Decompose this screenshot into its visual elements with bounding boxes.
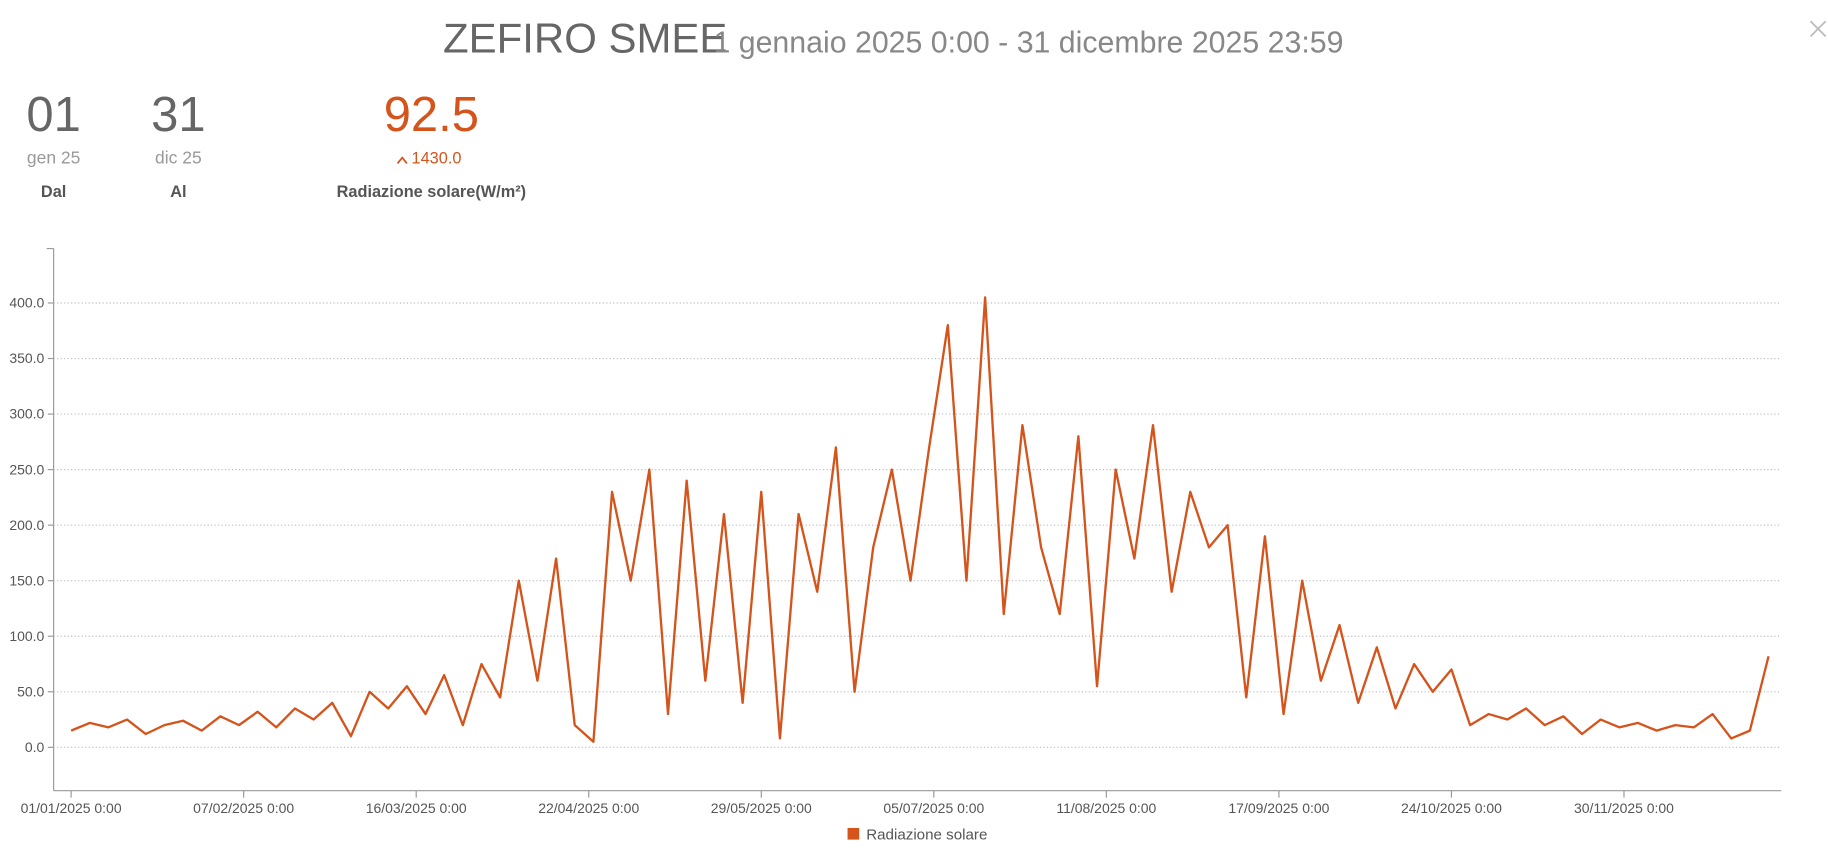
legend-label[interactable]: Radiazione solare [866,827,987,844]
title: ZEFIRO SMEE [443,15,727,62]
stat-label: Radiazione solare(W/m²) [337,183,526,201]
stat-sub: 1430.0 [412,149,462,167]
y-tick-label: 150.0 [9,572,44,588]
x-tick-label: 07/02/2025 0:00 [193,800,294,816]
stat-sub: dic 25 [155,147,202,167]
y-tick-label: 50.0 [17,683,44,699]
stat-label: Al [170,183,186,201]
x-tick-label: 01/01/2025 0:00 [21,800,122,816]
y-tick-label: 300.0 [9,406,44,422]
x-tick-label: 24/10/2025 0:00 [1401,800,1502,816]
stat-value: 01 [26,88,80,142]
x-tick-label: 22/04/2025 0:00 [538,800,639,816]
stat-value: 92.5 [384,88,479,142]
subtitle: 1 gennaio 2025 0:00 - 31 dicembre 2025 2… [713,27,1343,60]
x-tick-label: 11/08/2025 0:00 [1056,800,1156,816]
data-line [70,296,1770,743]
y-tick-label: 200.0 [9,517,44,533]
x-tick-label: 17/09/2025 0:00 [1228,800,1329,816]
y-tick-label: 0.0 [25,739,45,755]
up-icon [396,156,408,164]
y-tick-label: 250.0 [9,461,44,477]
stat-label: Dal [41,183,66,201]
stat-sub: gen 25 [27,147,80,167]
x-tick-label: 05/07/2025 0:00 [883,800,984,816]
close-button[interactable] [1809,20,1827,37]
x-tick-label: 29/05/2025 0:00 [711,800,812,816]
y-tick-label: 400.0 [9,295,44,311]
y-tick-label: 350.0 [9,350,44,366]
legend-swatch[interactable] [847,827,860,840]
stat-value: 31 [151,88,205,142]
x-tick-label: 16/03/2025 0:00 [366,800,467,816]
y-tick-label: 100.0 [9,628,44,644]
x-tick-label: 30/11/2025 0:00 [1574,800,1674,816]
